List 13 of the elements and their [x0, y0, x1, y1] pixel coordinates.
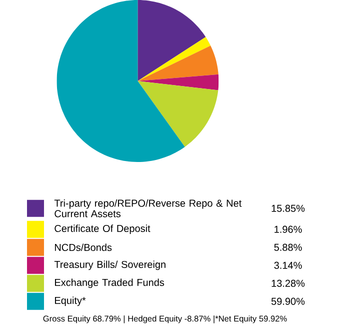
data-label: 1.96% [274, 226, 302, 233]
legend-label: Equity* [55, 296, 86, 306]
legend-label: NCDs/Bonds [55, 244, 112, 251]
data-label: 15.85% [272, 204, 305, 212]
data-label: 3.14% [274, 262, 302, 269]
text: Gross Equity 68.79% | Hedged Equity -8.87% |*Net Equity 59.92% [43, 315, 287, 324]
legend-label: Tri-party repo/REPO/Reverse Repo & Net Current Assets [54, 199, 242, 218]
legend-label: Treasury Bills/ Sovereign [54, 260, 166, 270]
data-label: 13.28% [272, 280, 305, 287]
data-label: 59.90% [271, 298, 305, 305]
legend-label: Exchange Traded Funds [55, 278, 164, 288]
legend-label: Certificate Of Deposit [54, 224, 150, 234]
data-label: 5.88% [274, 244, 302, 251]
